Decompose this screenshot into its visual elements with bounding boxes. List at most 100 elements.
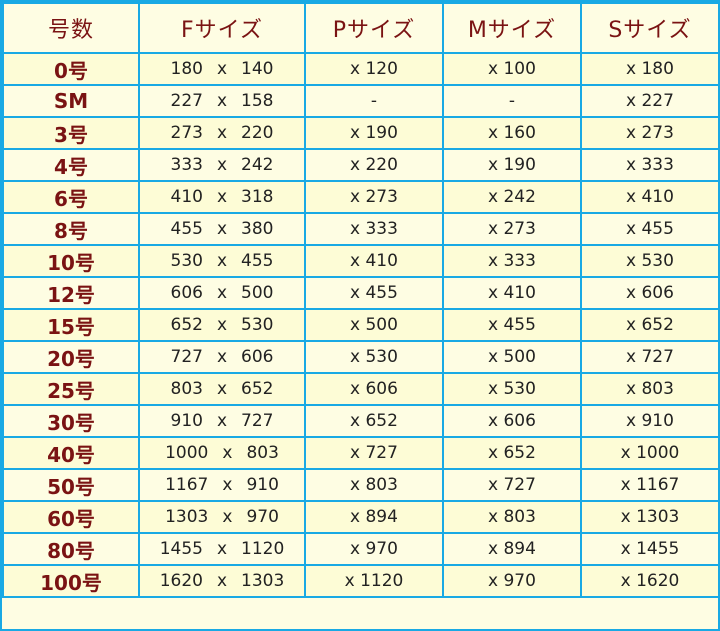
f-size-cell: 410 x 318 <box>138 180 306 214</box>
size-number-cell: 40号 <box>2 436 140 470</box>
m-size-value: x 410 <box>488 283 536 303</box>
f-size-separator: x <box>216 155 228 175</box>
size-number-label: 100号 <box>40 570 102 595</box>
s-size-value: x 1167 <box>620 475 680 495</box>
table-row: 6号 410 x 318 x 273 x 242 x 410 <box>2 180 720 214</box>
p-size-value: x 530 <box>350 347 398 367</box>
size-number-cell: 15号 <box>2 308 140 342</box>
header-row: 号数 Fサイズ Pサイズ Mサイズ Sサイズ <box>2 2 720 54</box>
f-size-separator: x <box>216 91 228 111</box>
p-size-value: x 190 <box>350 123 398 143</box>
m-size-value: x 190 <box>488 155 536 175</box>
f-size-separator: x <box>216 219 228 239</box>
f-size-separator: x <box>216 379 228 399</box>
f-size-width: 727 <box>170 347 203 367</box>
header-s-size: Sサイズ <box>580 2 720 54</box>
p-size-cell: x 803 <box>304 468 444 502</box>
table-row: 8号 455 x 380 x 333 x 273 x 455 <box>2 212 720 246</box>
s-size-cell: x 803 <box>580 372 720 406</box>
s-size-cell: x 1000 <box>580 436 720 470</box>
table-body: 0号 180 x 140 x 120 x 100 x 180 SM 227 x 158 - - x 227… <box>2 52 720 598</box>
size-number-cell: SM <box>2 84 140 118</box>
f-size-separator: x <box>216 123 228 143</box>
size-number-label: 50号 <box>47 474 95 499</box>
size-number-label: 60号 <box>47 506 95 531</box>
s-size-cell: x 333 <box>580 148 720 182</box>
f-size-width: 180 <box>170 59 203 79</box>
p-size-cell: x 190 <box>304 116 444 150</box>
size-number-cell: 80号 <box>2 532 140 566</box>
m-size-value: x 500 <box>488 347 536 367</box>
m-size-cell: x 410 <box>442 276 582 310</box>
f-size-cell: 1455 x 1120 <box>138 532 306 566</box>
table-row: 10号 530 x 455 x 410 x 333 x 530 <box>2 244 720 278</box>
p-size-cell: x 333 <box>304 212 444 246</box>
size-number-label: 30号 <box>47 410 95 435</box>
f-size-separator: x <box>222 507 233 527</box>
s-size-value: x 1455 <box>620 539 680 559</box>
f-size-separator: x <box>222 475 233 495</box>
table-row: 25号 803 x 652 x 606 x 530 x 803 <box>2 372 720 406</box>
f-size-cell: 803 x 652 <box>138 372 306 406</box>
s-size-value: x 1000 <box>620 443 680 463</box>
f-size-height: 380 <box>241 219 274 239</box>
f-size-cell: 1303 x 970 <box>138 500 306 534</box>
m-size-value: x 727 <box>488 475 536 495</box>
s-size-cell: x 1455 <box>580 532 720 566</box>
s-size-cell: x 273 <box>580 116 720 150</box>
m-size-cell: x 273 <box>442 212 582 246</box>
m-size-value: x 242 <box>488 187 536 207</box>
m-size-cell: x 500 <box>442 340 582 374</box>
p-size-value: x 500 <box>350 315 398 335</box>
s-size-value: x 410 <box>626 187 674 207</box>
p-size-value: x 1120 <box>344 571 404 591</box>
f-size-height: 910 <box>246 475 279 495</box>
m-size-cell: x 803 <box>442 500 582 534</box>
f-size-separator: x <box>216 539 228 559</box>
table-row: 12号 606 x 500 x 455 x 410 x 606 <box>2 276 720 310</box>
f-size-width: 1303 <box>165 507 209 527</box>
f-size-width: 606 <box>170 283 203 303</box>
f-size-width: 910 <box>170 411 203 431</box>
table-row: 30号 910 x 727 x 652 x 606 x 910 <box>2 404 720 438</box>
f-size-height: 158 <box>241 91 274 111</box>
size-number-cell: 30号 <box>2 404 140 438</box>
p-size-value: x 894 <box>350 507 398 527</box>
p-size-cell: x 970 <box>304 532 444 566</box>
p-size-value: x 410 <box>350 251 398 271</box>
m-size-value: x 333 <box>488 251 536 271</box>
p-size-value: x 727 <box>350 443 398 463</box>
f-size-cell: 1620 x 1303 <box>138 564 306 598</box>
s-size-value: x 180 <box>626 59 674 79</box>
f-size-height: 1120 <box>241 539 285 559</box>
f-size-cell: 727 x 606 <box>138 340 306 374</box>
p-size-cell: x 500 <box>304 308 444 342</box>
size-number-cell: 100号 <box>2 564 140 598</box>
s-size-value: x 455 <box>626 219 674 239</box>
f-size-cell: 227 x 158 <box>138 84 306 118</box>
p-size-value: x 652 <box>350 411 398 431</box>
f-size-width: 530 <box>170 251 203 271</box>
size-number-cell: 60号 <box>2 500 140 534</box>
f-size-height: 220 <box>241 123 274 143</box>
p-size-value: - <box>370 91 378 111</box>
s-size-cell: x 530 <box>580 244 720 278</box>
size-number-label: 10号 <box>47 250 95 275</box>
f-size-width: 1000 <box>165 443 209 463</box>
f-size-width: 455 <box>170 219 203 239</box>
size-number-label: 4号 <box>54 154 88 179</box>
p-size-cell: x 530 <box>304 340 444 374</box>
f-size-separator: x <box>222 443 233 463</box>
m-size-cell: x 100 <box>442 52 582 86</box>
p-size-value: x 273 <box>350 187 398 207</box>
size-number-cell: 0号 <box>2 52 140 86</box>
s-size-cell: x 1620 <box>580 564 720 598</box>
s-size-value: x 333 <box>626 155 674 175</box>
f-size-height: 140 <box>241 59 274 79</box>
p-size-cell: x 606 <box>304 372 444 406</box>
table-row: 60号 1303 x 970 x 894 x 803 x 1303 <box>2 500 720 534</box>
f-size-height: 606 <box>241 347 274 367</box>
table-header: 号数 Fサイズ Pサイズ Mサイズ Sサイズ <box>2 2 720 54</box>
size-number-cell: 10号 <box>2 244 140 278</box>
m-size-value: x 273 <box>488 219 536 239</box>
